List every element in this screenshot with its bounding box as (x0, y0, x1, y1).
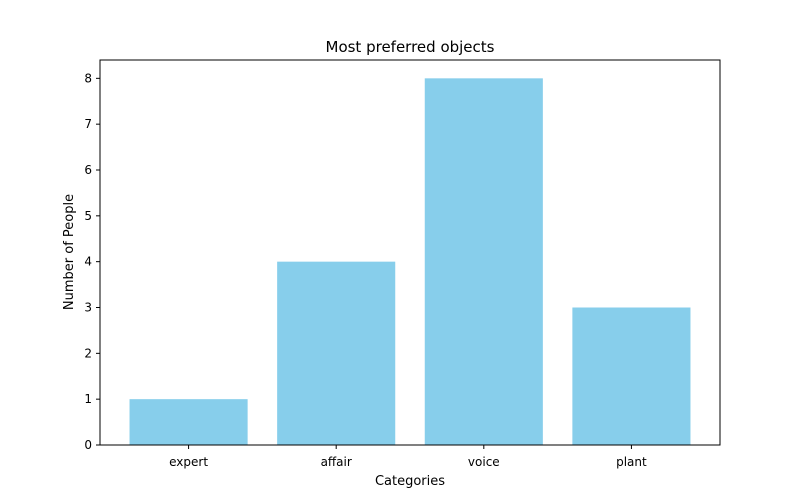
y-tick-label: 1 (84, 392, 92, 406)
x-tick-label: voice (468, 455, 500, 469)
chart-title: Most preferred objects (326, 38, 495, 56)
bars-group (129, 78, 691, 445)
y-tick-label: 5 (84, 209, 92, 223)
y-tick-label: 2 (84, 346, 92, 360)
y-tick-label: 6 (84, 163, 92, 177)
bar-affair (277, 261, 396, 445)
y-axis-label: Number of People (62, 194, 77, 310)
x-tick-label: affair (321, 455, 352, 469)
bar-voice (424, 78, 543, 445)
y-tick-label: 4 (84, 255, 92, 269)
y-axis-ticks: 0 1 2 3 4 5 6 7 8 (84, 71, 100, 452)
x-axis-label: Categories (375, 474, 445, 489)
y-tick-label: 3 (84, 301, 92, 315)
plot-frame (99, 59, 721, 446)
y-tick-label: 7 (84, 117, 92, 131)
y-tick-label: 0 (84, 438, 92, 452)
bar-expert (129, 399, 248, 445)
y-tick-label: 8 (84, 71, 92, 85)
x-axis-ticks: expert affair voice plant (169, 445, 647, 469)
bar-plant (572, 307, 691, 445)
x-tick-label: expert (169, 455, 208, 469)
x-tick-label: plant (616, 455, 647, 469)
